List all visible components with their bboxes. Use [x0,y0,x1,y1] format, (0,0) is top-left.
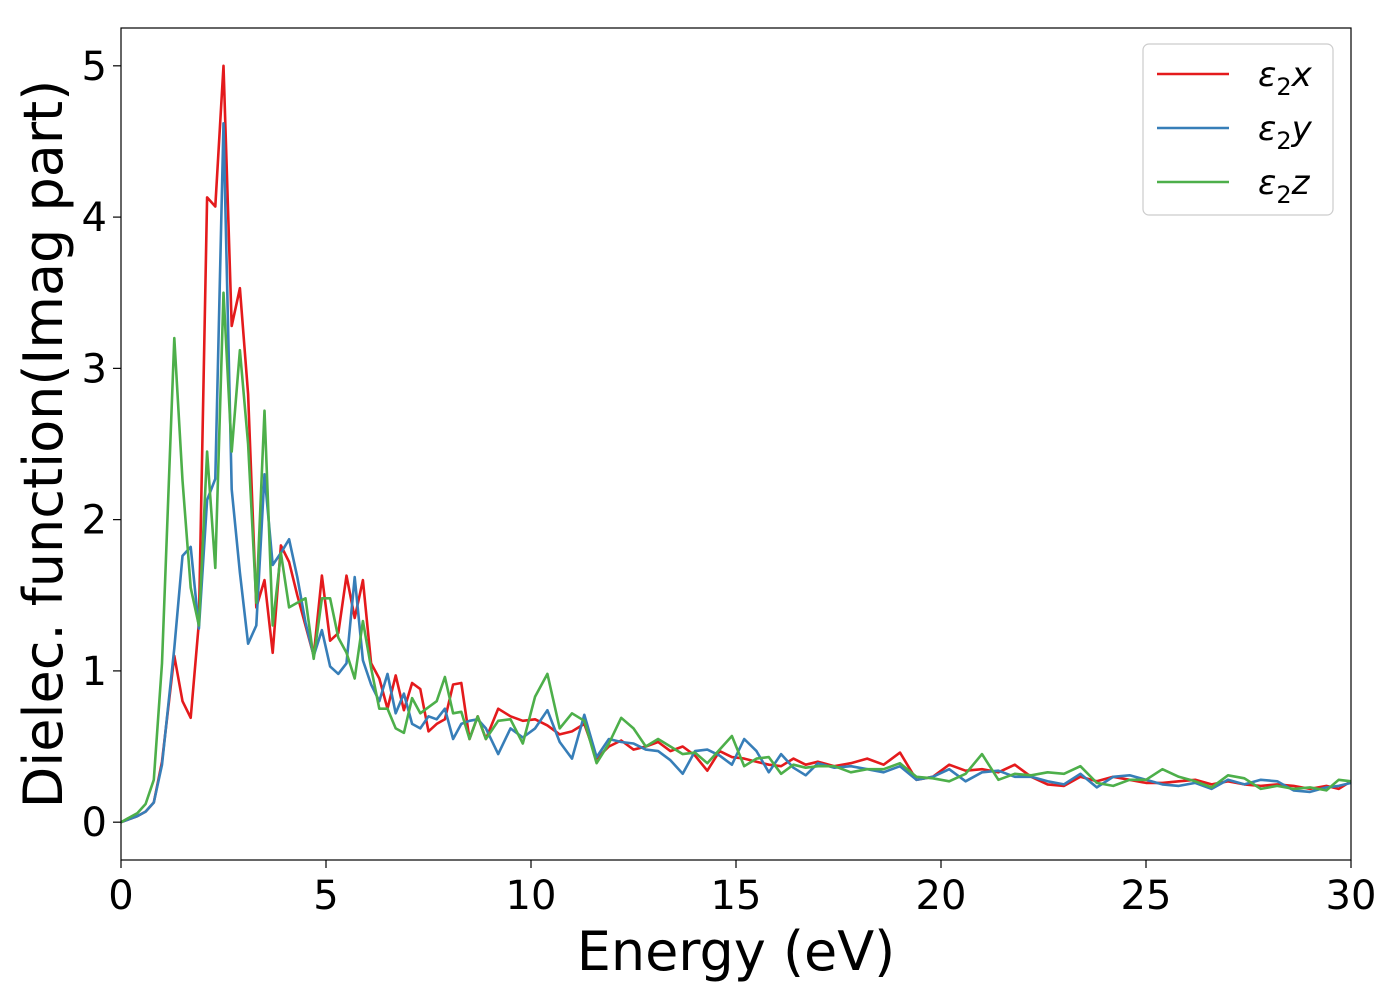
y-tick-label: 3 [82,346,107,392]
x-tick-label: 10 [506,873,557,919]
x-axis-title: Energy (eV) [577,920,896,983]
x-tick-label: 0 [108,873,133,919]
x-tick-label: 20 [916,873,967,919]
legend-label-subscript: 2 [1276,127,1291,155]
legend-label-base: ε [1258,163,1276,203]
legend-label-subscript: 2 [1276,73,1291,101]
x-tick-label: 25 [1121,873,1172,919]
series-layer [120,64,1352,824]
y-tick-label: 0 [82,800,107,846]
legend-label-z: ε2z [1258,163,1311,209]
x-tick-label: 15 [711,873,762,919]
legend-label-component: y [1291,109,1313,149]
y-tick-label: 4 [82,195,107,241]
y-tick-label: 5 [82,44,107,90]
legend-label-x: ε2x [1258,55,1313,101]
y-tick-label: 2 [82,498,107,544]
x-tick-label: 30 [1326,873,1377,919]
series-line-z [120,291,1352,824]
legend-label-component: z [1291,163,1311,203]
legend-label-base: ε [1258,109,1276,149]
y-tick-label: 1 [82,649,107,695]
legend-label-subscript: 2 [1276,181,1291,209]
legend-label-y: ε2y [1258,109,1313,155]
legend-frame [1142,43,1334,216]
legend-label-base: ε [1258,55,1276,95]
x-axis: 0 5 10 15 20 25 30 [108,860,1376,919]
y-axis-title: Dielec. function(Imag part) [12,80,75,809]
legend-label-component: x [1291,55,1313,95]
y-axis: 0 1 2 3 4 5 [82,44,121,846]
x-tick-label: 5 [313,873,338,919]
